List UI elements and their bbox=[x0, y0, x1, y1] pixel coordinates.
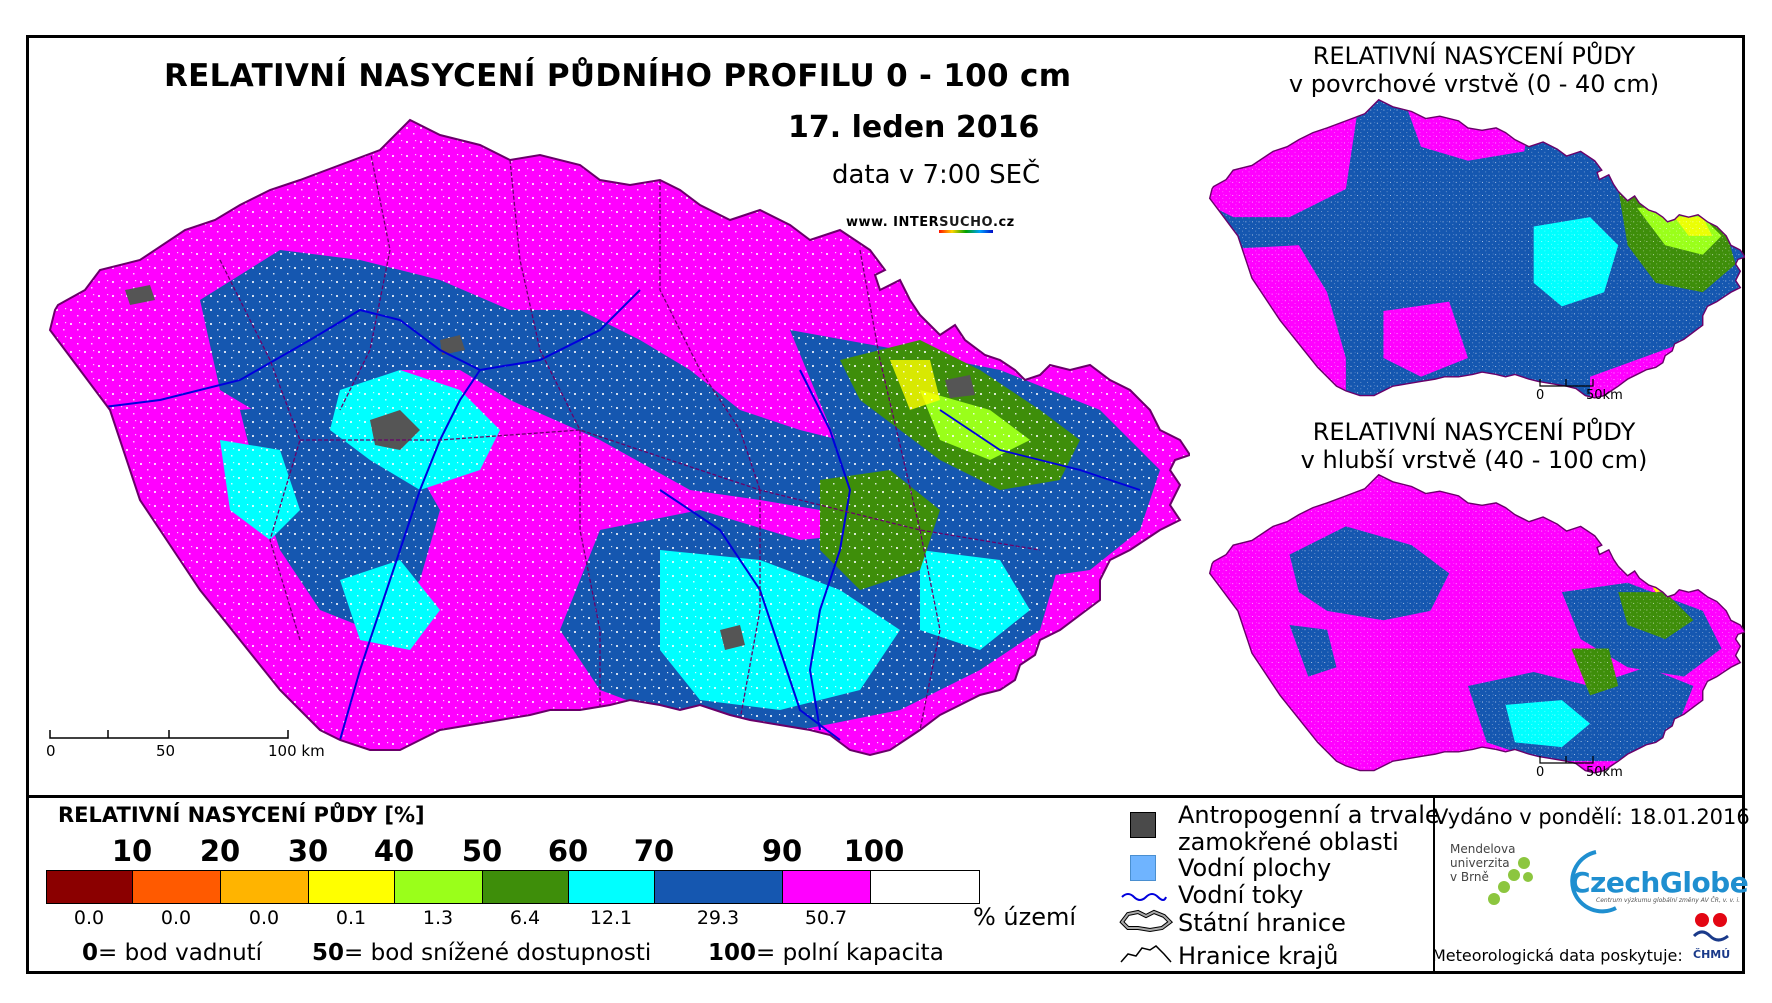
intersucho-url[interactable]: www. INTERSUCHO.cz bbox=[846, 215, 1015, 233]
legend-class-swatch bbox=[483, 871, 569, 903]
surface-scale-bar bbox=[1539, 379, 1594, 387]
note-capacity-text: = polní kapacita bbox=[756, 940, 944, 966]
legend-class-swatch bbox=[569, 871, 655, 903]
state-border-icon bbox=[1119, 909, 1174, 933]
key-region-border: Hranice krajů bbox=[1178, 942, 1339, 970]
inset-surface-title: RELATIVNÍ NASYCENÍ PŮDY v povrchové vrst… bbox=[1244, 42, 1704, 98]
legend-title: RELATIVNÍ NASYCENÍ PŮDY [%] bbox=[58, 803, 425, 827]
legend-class-share: 0.0 bbox=[248, 907, 280, 929]
inset-surface-title-2: v povrchové vrstvě (0 - 40 cm) bbox=[1288, 70, 1660, 98]
czechglobe-logo-icon bbox=[1570, 850, 1617, 914]
legend-class-swatch bbox=[133, 871, 221, 903]
key-water-bodies: Vodní plochy bbox=[1178, 854, 1332, 882]
legend-class-swatch bbox=[47, 871, 133, 903]
mendel-line-1: Mendelova bbox=[1450, 842, 1516, 856]
legend-class-swatch bbox=[221, 871, 309, 903]
note-wilting-point: 0= bod vadnutí bbox=[82, 940, 262, 966]
map-date: 17. leden 2016 bbox=[788, 110, 1040, 145]
surface-layer-map bbox=[1208, 99, 1745, 399]
note-wilting-num: 0 bbox=[82, 940, 99, 966]
river-icon bbox=[1121, 893, 1167, 901]
deep-layer-map bbox=[1208, 474, 1745, 774]
mendel-university-logo-text: Mendelova univerzita v Brně bbox=[1450, 842, 1515, 884]
mendel-line-2: univerzita bbox=[1450, 856, 1510, 870]
key-anthropogenic: Antropogenní a trvale zamokřené oblasti bbox=[1178, 802, 1440, 856]
note-field-capacity: 100= polní kapacita bbox=[708, 940, 944, 966]
mendel-line-3: v Brně bbox=[1450, 870, 1489, 884]
note-reduced-availability: 50= bod snížené dostupnosti bbox=[312, 940, 651, 966]
map-time: data v 7:00 SEČ bbox=[832, 160, 1041, 190]
main-map bbox=[49, 119, 1190, 756]
legend-class-share: 12.1 bbox=[589, 907, 633, 929]
deep-scale-0: 0 bbox=[1536, 765, 1545, 780]
url-prefix: www. INTER bbox=[846, 215, 940, 230]
legend-class-share: 50.7 bbox=[804, 907, 848, 929]
inset-deep-title-2: v hlubší vrstvě (40 - 100 cm) bbox=[1300, 446, 1648, 474]
credits-separator bbox=[1433, 797, 1435, 974]
key-anthro-2: zamokřené oblasti bbox=[1178, 828, 1399, 856]
chmu-logo-text: ČHMÚ bbox=[1693, 948, 1731, 961]
legend-class-swatch bbox=[655, 871, 783, 903]
note-reduced-text: = bod snížené dostupnosti bbox=[344, 940, 652, 966]
legend-tick-label: 90 bbox=[761, 834, 803, 868]
legend-tick-label: 10 bbox=[111, 834, 153, 868]
legend-tick-label: 100 bbox=[843, 834, 905, 868]
legend-unit: % území bbox=[973, 903, 1077, 931]
url-suffix: .cz bbox=[993, 215, 1015, 230]
legend-class-swatch bbox=[395, 871, 483, 903]
issued-date: Vydáno v pondělí: 18.01.2016 bbox=[1434, 805, 1750, 829]
czechglobe-subtitle: Centrum výzkumu globální změny AV ČR, v.… bbox=[1596, 897, 1741, 904]
legend-class-share: 6.4 bbox=[509, 907, 541, 929]
surface-scale-50: 50km bbox=[1586, 388, 1623, 403]
legend-tick-label: 60 bbox=[547, 834, 589, 868]
czechglobe-logo-text: CzechGlobe bbox=[1570, 866, 1749, 899]
inset-deep-title-1: RELATIVNÍ NASYCENÍ PŮDY bbox=[1312, 418, 1636, 446]
legend-separator bbox=[26, 795, 1745, 798]
anthropogenic-area-swatch bbox=[1130, 812, 1156, 838]
key-anthro-1: Antropogenní a trvale bbox=[1178, 801, 1440, 829]
chmu-logo-icon bbox=[1692, 913, 1729, 942]
legend-tick-label: 20 bbox=[199, 834, 241, 868]
legend-class-swatch bbox=[783, 871, 871, 903]
main-scale-bar bbox=[49, 730, 289, 739]
note-wilting-text: = bod vadnutí bbox=[98, 940, 263, 966]
main-scale-50: 50 bbox=[156, 742, 176, 760]
legend-tick-label: 30 bbox=[287, 834, 329, 868]
legend-tick-label: 50 bbox=[461, 834, 503, 868]
legend-tick-label: 70 bbox=[633, 834, 675, 868]
map-frame bbox=[26, 35, 1745, 974]
url-mid: SUCHO bbox=[939, 215, 994, 233]
note-capacity-num: 100 bbox=[708, 940, 757, 966]
main-scale-0: 0 bbox=[46, 742, 56, 760]
legend-colorbar bbox=[46, 870, 980, 904]
region-border-icon bbox=[1120, 945, 1172, 963]
legend-class-share: 1.3 bbox=[422, 907, 454, 929]
key-rivers: Vodní toky bbox=[1178, 881, 1304, 909]
inset-surface-title-1: RELATIVNÍ NASYCENÍ PŮDY bbox=[1312, 42, 1636, 70]
meteo-data-provider: Meteorologická data poskytuje: bbox=[1432, 946, 1683, 965]
deep-scale-50: 50km bbox=[1586, 765, 1623, 780]
key-state-border: Státní hranice bbox=[1178, 909, 1346, 937]
mendel-university-logo-icon bbox=[1488, 857, 1533, 905]
deep-scale-bar bbox=[1539, 756, 1594, 764]
legend-class-share: 0.1 bbox=[335, 907, 367, 929]
surface-scale-0: 0 bbox=[1536, 388, 1545, 403]
map-title: RELATIVNÍ NASYCENÍ PŮDNÍHO PROFILU 0 - 1… bbox=[164, 58, 1072, 94]
inset-deep-title: RELATIVNÍ NASYCENÍ PŮDY v hlubší vrstvě … bbox=[1244, 418, 1704, 474]
legend-tick-label: 40 bbox=[373, 834, 415, 868]
water-body-swatch bbox=[1130, 855, 1156, 881]
legend-class-share: 0.0 bbox=[160, 907, 192, 929]
note-reduced-num: 50 bbox=[312, 940, 345, 966]
main-scale-100: 100 km bbox=[268, 742, 325, 760]
legend-class-share: 0.0 bbox=[73, 907, 105, 929]
legend-class-swatch bbox=[309, 871, 395, 903]
legend-class-share: 29.3 bbox=[696, 907, 740, 929]
